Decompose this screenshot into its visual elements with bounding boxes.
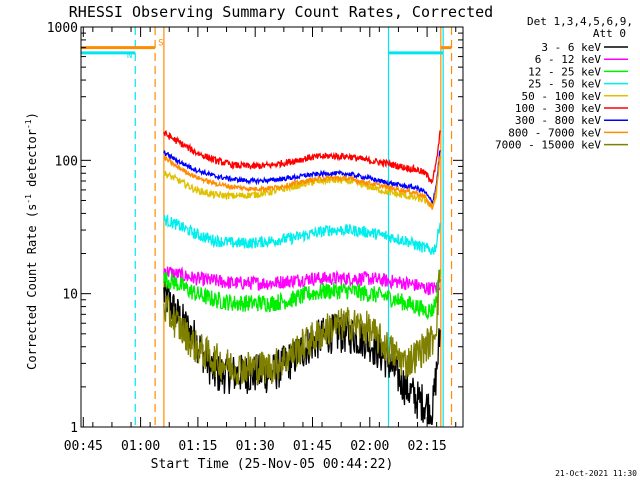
x-tick-label: 02:00 [350, 439, 389, 454]
x-tick-label: 00:45 [64, 439, 103, 454]
legend-entry-label: 100 - 300 keV [515, 102, 601, 115]
x-axis-label: Start Time (25-Nov-05 00:44:22) [151, 457, 394, 472]
flag-label: N [127, 51, 132, 61]
series-line [163, 269, 441, 321]
series-line [163, 150, 441, 204]
y-tick-label: 1 [70, 421, 78, 436]
x-tick-label: 01:45 [293, 439, 332, 454]
x-tick-label: 01:15 [178, 439, 217, 454]
series-line [163, 213, 441, 256]
y-axis-label: Corrected Count Rate (s-1 detector-1) [24, 112, 39, 370]
legend-entry-label: 800 - 7000 keV [508, 126, 601, 139]
y-tick-label: 10 [62, 288, 78, 303]
legend-entry-label: 12 - 25 keV [528, 65, 601, 78]
plot-area [81, 27, 453, 427]
plot-frame [80, 26, 464, 428]
x-tick-label: 01:30 [236, 439, 275, 454]
legend-entry-label: 300 - 800 keV [515, 114, 601, 127]
plot-timestamp: 21-Oct-2021 11:30 [555, 469, 637, 478]
series-line [163, 155, 441, 210]
legend-attenuator: Att 0 [593, 27, 626, 40]
flag-label: S [158, 39, 163, 49]
legend-entry-label: 6 - 12 keV [535, 53, 602, 66]
y-tick-label: 1000 [47, 21, 78, 36]
series-line [163, 130, 441, 185]
y-tick-label: 100 [55, 154, 78, 169]
series-line [163, 154, 441, 208]
legend-entry-label: 25 - 50 keV [528, 78, 601, 91]
legend-entry-label: 7000 - 15000 keV [495, 139, 601, 152]
legend-entry-label: 3 - 6 keV [541, 41, 601, 54]
legend-entry-label: 50 - 100 keV [522, 90, 602, 103]
legend-header: Det 1,3,4,5,6,9, [527, 15, 633, 28]
x-tick-label: 02:15 [408, 439, 447, 454]
series-line [163, 269, 441, 385]
x-tick-label: 01:00 [121, 439, 160, 454]
chart-title: RHESSI Observing Summary Count Rates, Co… [69, 3, 493, 21]
series-line [163, 266, 441, 296]
